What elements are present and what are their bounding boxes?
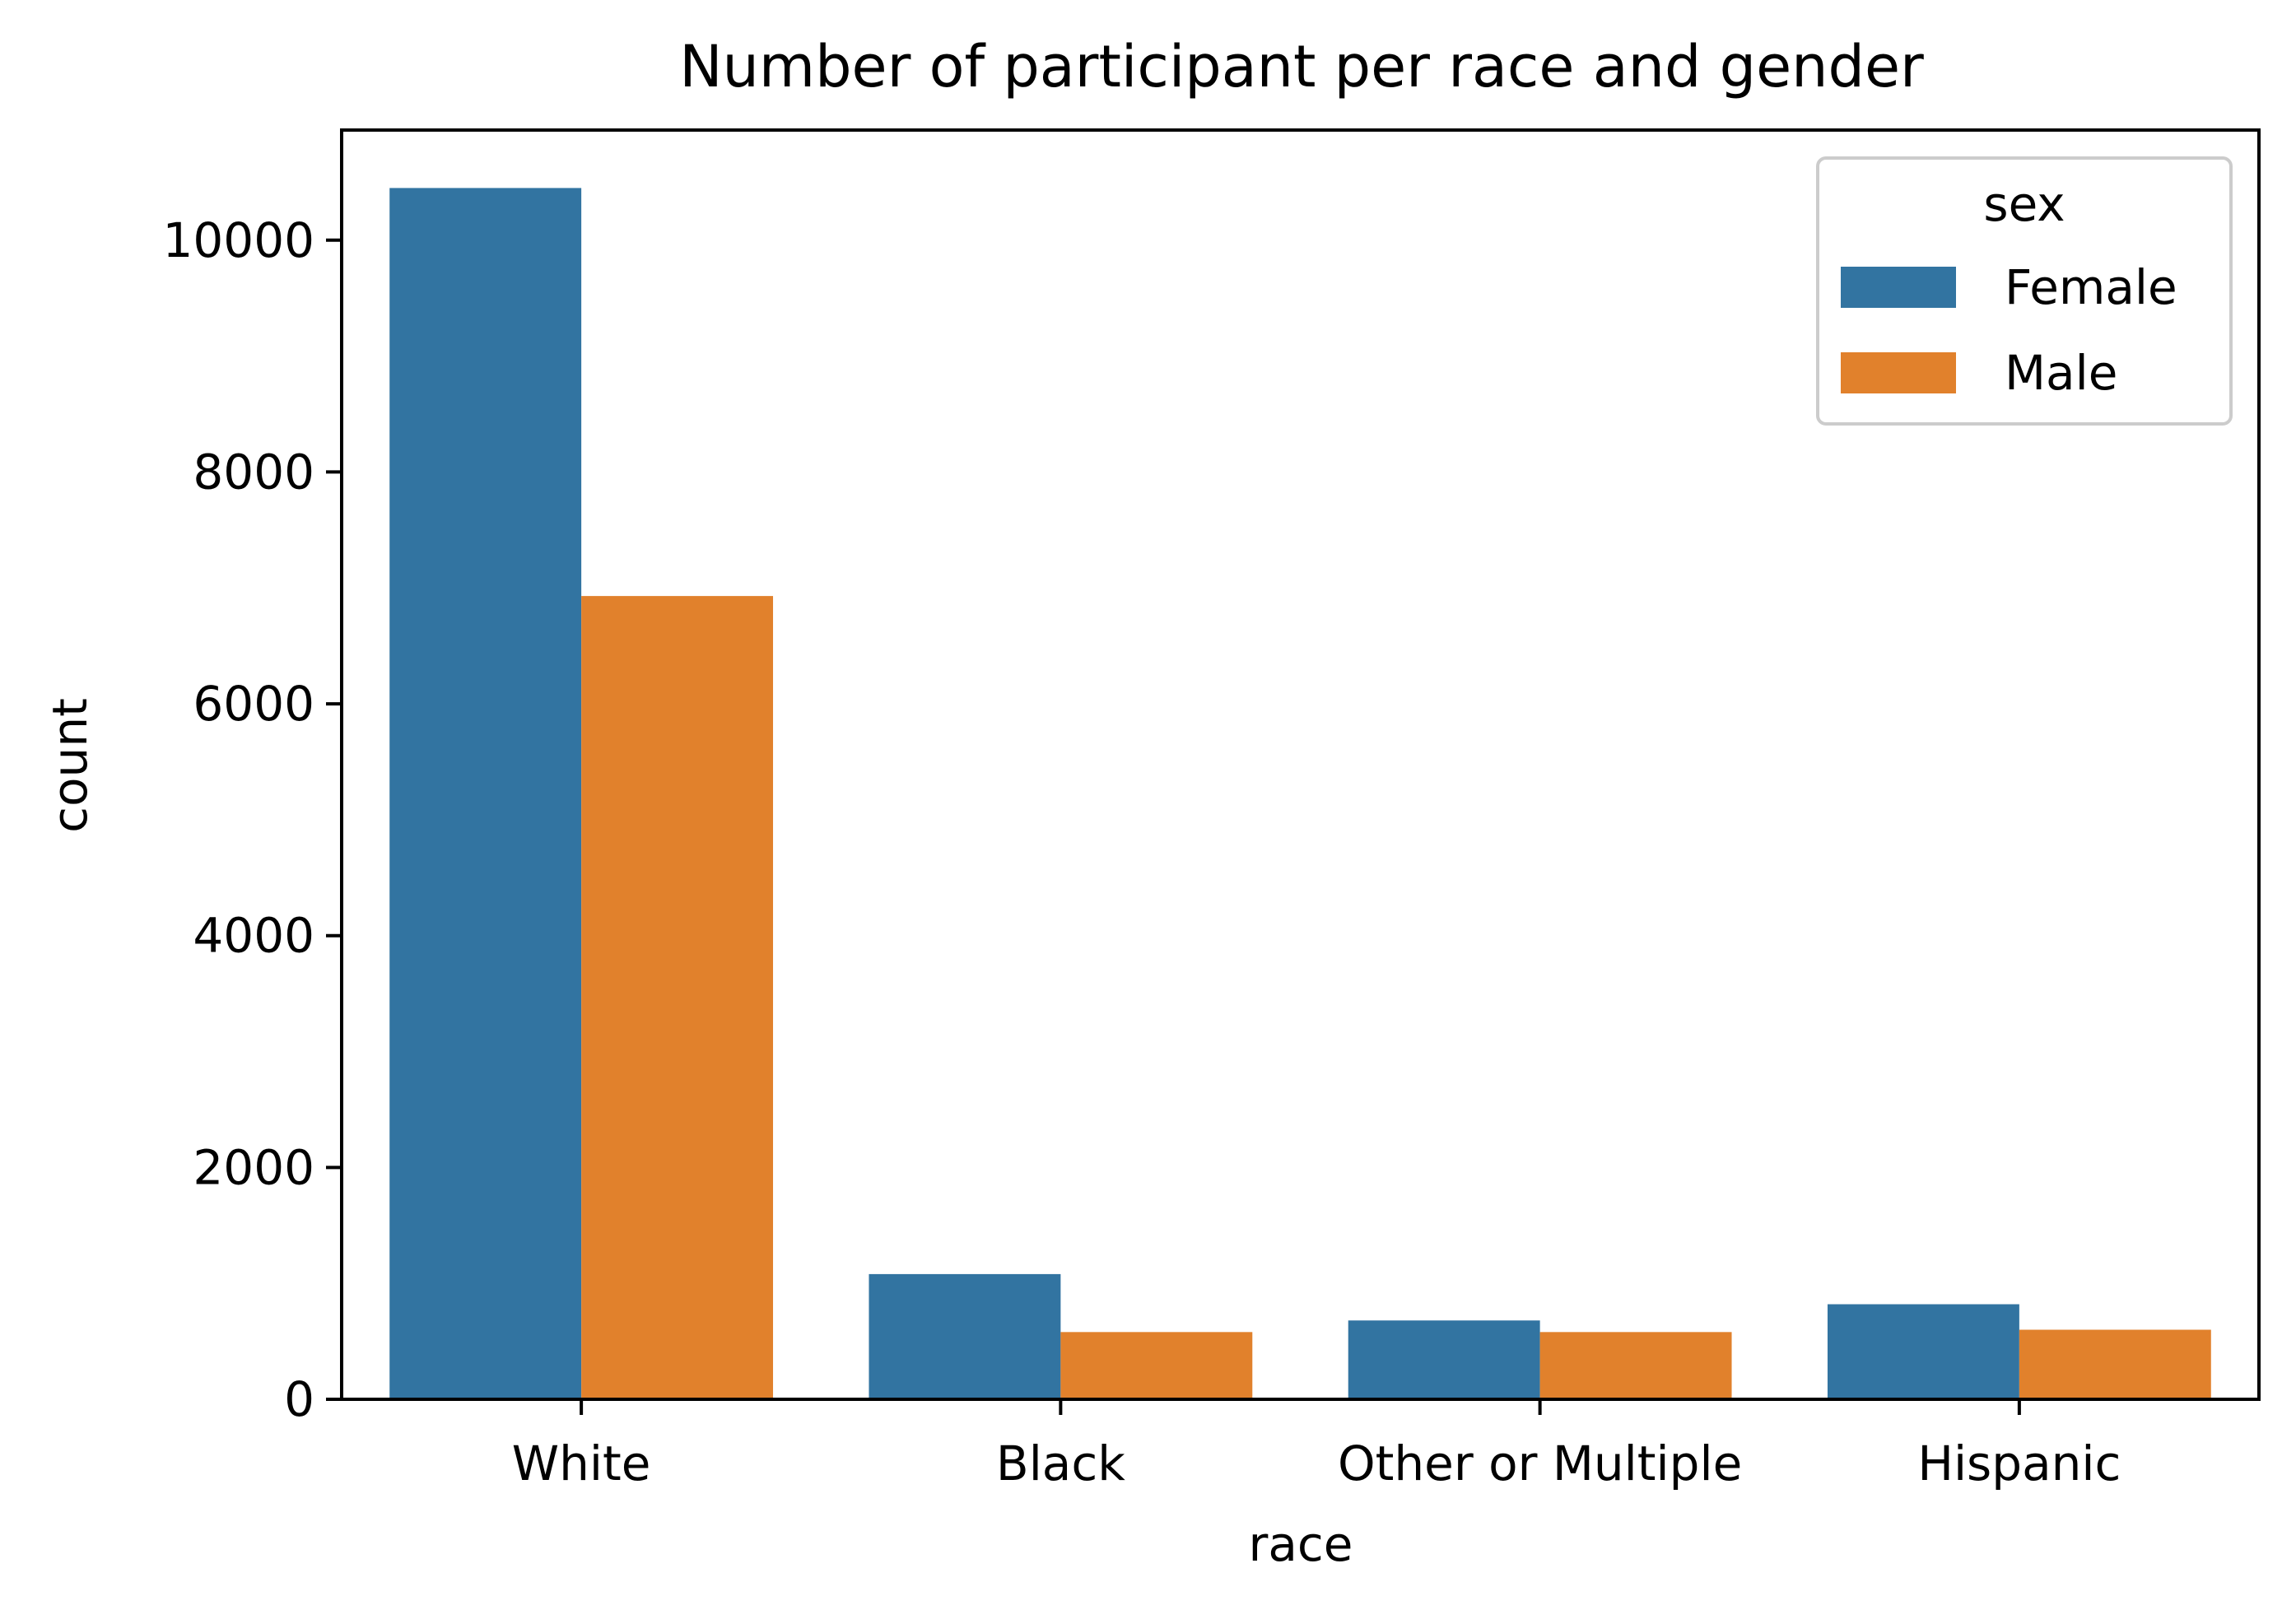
- legend-label-male: Male: [2005, 345, 2117, 401]
- x-tick-label: White: [512, 1436, 651, 1491]
- x-tick-label: Hispanic: [1917, 1436, 2121, 1491]
- y-tick-label: 10000: [162, 212, 314, 268]
- bar-hispanic-female: [1827, 1304, 2019, 1399]
- y-tick-label: 8000: [193, 444, 314, 500]
- bars: [389, 188, 2211, 1399]
- y-tick-label: 4000: [193, 908, 314, 964]
- bar-black-female: [869, 1273, 1061, 1399]
- x-tick-label: Other or Multiple: [1338, 1436, 1742, 1491]
- y-axis: 0 2000 4000 6000 8000 10000: [162, 212, 342, 1427]
- legend-swatch-male: [1841, 352, 1956, 393]
- x-tick-label: Black: [996, 1436, 1125, 1491]
- legend-title: sex: [1983, 176, 2065, 232]
- bar-other-or-multiple-female: [1348, 1320, 1540, 1399]
- legend: sex Female Male: [1816, 156, 2233, 426]
- y-tick-label: 0: [284, 1371, 314, 1427]
- legend-label-female: Female: [2005, 259, 2177, 315]
- bar-other-or-multiple-male: [1539, 1332, 1732, 1399]
- x-axis-label: race: [1249, 1516, 1353, 1572]
- bar-black-male: [1060, 1332, 1253, 1399]
- y-tick-label: 6000: [193, 676, 314, 732]
- legend-swatch-female: [1841, 267, 1956, 308]
- bar-hispanic-male: [2019, 1329, 2211, 1399]
- plot-frame: [340, 128, 2261, 1401]
- y-axis-label: count: [42, 698, 98, 833]
- bar-white-female: [389, 188, 582, 1399]
- bar-white-male: [581, 596, 774, 1399]
- x-axis: White Black Other or Multiple Hispanic: [512, 1399, 2121, 1491]
- chart-title: Number of participant per race and gende…: [679, 33, 1924, 100]
- y-tick-label: 2000: [193, 1139, 314, 1195]
